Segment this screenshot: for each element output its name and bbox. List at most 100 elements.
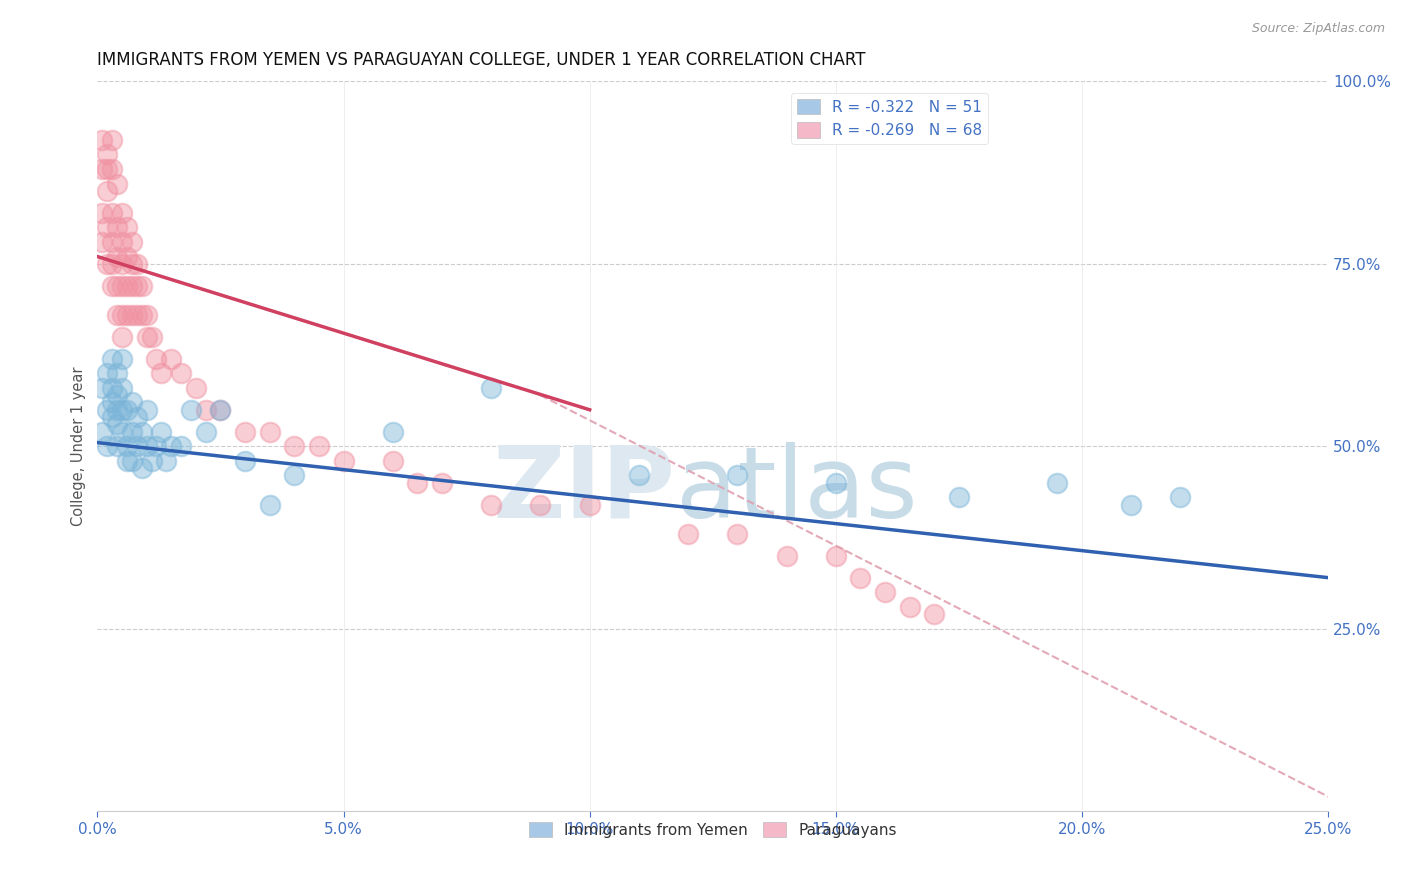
- Point: [131, 278, 153, 293]
- Point: [578, 498, 600, 512]
- Point: [101, 235, 124, 249]
- Point: [233, 454, 256, 468]
- Point: [209, 402, 232, 417]
- Point: [101, 351, 124, 366]
- Point: [308, 439, 330, 453]
- Point: [91, 381, 114, 395]
- Point: [479, 381, 502, 395]
- Text: ZIP: ZIP: [494, 442, 676, 539]
- Point: [105, 308, 128, 322]
- Point: [115, 454, 138, 468]
- Point: [170, 366, 193, 380]
- Point: [150, 425, 173, 439]
- Point: [111, 205, 134, 219]
- Point: [101, 278, 124, 293]
- Point: [101, 410, 124, 425]
- Point: [111, 402, 134, 417]
- Point: [111, 351, 134, 366]
- Point: [676, 526, 699, 541]
- Point: [479, 498, 502, 512]
- Point: [824, 549, 846, 563]
- Point: [105, 278, 128, 293]
- Point: [150, 366, 173, 380]
- Point: [121, 425, 143, 439]
- Point: [170, 439, 193, 453]
- Point: [105, 220, 128, 235]
- Point: [111, 257, 134, 271]
- Point: [101, 161, 124, 176]
- Point: [873, 585, 896, 599]
- Point: [115, 308, 138, 322]
- Point: [111, 425, 134, 439]
- Point: [115, 402, 138, 417]
- Point: [155, 454, 177, 468]
- Point: [194, 425, 217, 439]
- Point: [131, 425, 153, 439]
- Point: [96, 220, 118, 235]
- Point: [627, 468, 650, 483]
- Point: [96, 402, 118, 417]
- Text: Source: ZipAtlas.com: Source: ZipAtlas.com: [1251, 22, 1385, 36]
- Point: [135, 439, 157, 453]
- Point: [283, 439, 305, 453]
- Point: [115, 220, 138, 235]
- Point: [406, 475, 429, 490]
- Point: [105, 417, 128, 432]
- Point: [96, 184, 118, 198]
- Point: [101, 395, 124, 409]
- Point: [111, 330, 134, 344]
- Point: [115, 250, 138, 264]
- Point: [194, 402, 217, 417]
- Point: [430, 475, 453, 490]
- Legend: Immigrants from Yemen, Paraguayans: Immigrants from Yemen, Paraguayans: [523, 815, 903, 844]
- Point: [135, 308, 157, 322]
- Point: [101, 133, 124, 147]
- Point: [160, 351, 183, 366]
- Point: [1046, 475, 1069, 490]
- Point: [775, 549, 797, 563]
- Point: [180, 402, 202, 417]
- Point: [111, 381, 134, 395]
- Point: [209, 402, 232, 417]
- Point: [233, 425, 256, 439]
- Point: [131, 308, 153, 322]
- Point: [115, 278, 138, 293]
- Point: [105, 402, 128, 417]
- Point: [125, 257, 148, 271]
- Point: [105, 439, 128, 453]
- Point: [91, 425, 114, 439]
- Point: [121, 257, 143, 271]
- Point: [824, 475, 846, 490]
- Point: [160, 439, 183, 453]
- Point: [96, 366, 118, 380]
- Point: [91, 205, 114, 219]
- Point: [141, 330, 163, 344]
- Point: [125, 278, 148, 293]
- Point: [332, 454, 354, 468]
- Point: [121, 395, 143, 409]
- Point: [105, 177, 128, 191]
- Point: [105, 250, 128, 264]
- Point: [111, 278, 134, 293]
- Point: [135, 402, 157, 417]
- Point: [101, 205, 124, 219]
- Point: [381, 454, 404, 468]
- Point: [725, 526, 748, 541]
- Point: [105, 366, 128, 380]
- Point: [849, 571, 872, 585]
- Point: [96, 161, 118, 176]
- Point: [283, 468, 305, 483]
- Text: atlas: atlas: [676, 442, 918, 539]
- Point: [125, 439, 148, 453]
- Point: [91, 161, 114, 176]
- Point: [898, 599, 921, 614]
- Point: [91, 235, 114, 249]
- Point: [1170, 491, 1192, 505]
- Point: [725, 468, 748, 483]
- Point: [922, 607, 945, 621]
- Point: [259, 425, 281, 439]
- Point: [96, 147, 118, 161]
- Point: [131, 461, 153, 475]
- Y-axis label: College, Under 1 year: College, Under 1 year: [72, 367, 86, 526]
- Point: [259, 498, 281, 512]
